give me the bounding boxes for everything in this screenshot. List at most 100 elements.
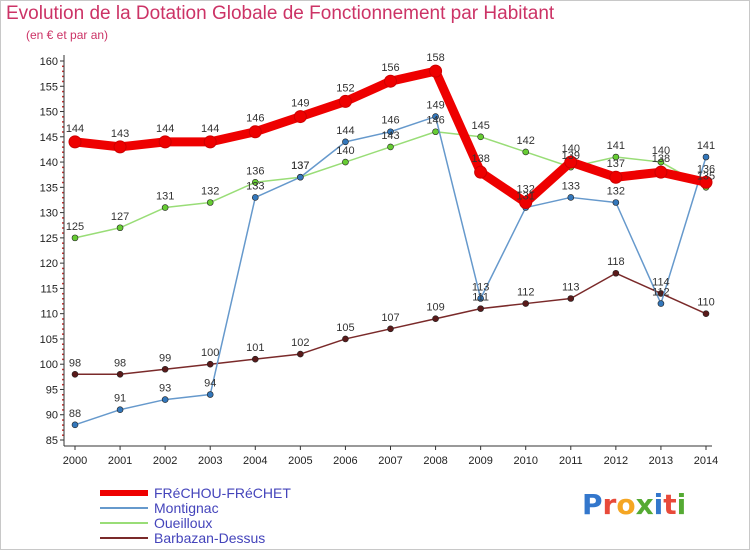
data-label-oueilloux: 137 [291,160,309,172]
x-tick-label: 2003 [198,455,222,467]
data-label-barbazan-dessus: 107 [381,312,399,324]
y-tick-label: 125 [40,233,58,245]
data-label-fr-chou-fr-chet: 137 [607,158,625,170]
y-minor-tick [62,303,64,305]
y-minor-tick [62,176,64,179]
y-minor-tick [62,434,64,436]
y-minor-tick [62,394,64,396]
y-minor-tick [62,121,64,123]
data-label-montignac: 112 [652,287,670,299]
data-label-oueilloux: 140 [336,145,354,157]
data-point-barbazan-dessus [116,371,124,378]
data-point-montignac [567,194,575,201]
data-point-montignac [251,194,259,201]
data-label-oueilloux: 146 [426,115,444,127]
legend-label: FRéCHOU-FRéCHET [154,485,291,501]
y-minor-tick [62,277,64,280]
y-minor-tick [62,424,64,426]
data-point-oueilloux [522,148,530,156]
data-point-fr-chou-fr-chet [609,170,623,184]
data-point-fr-chou-fr-chet [158,135,172,149]
y-minor-tick [62,404,64,406]
y-minor-tick [62,227,64,229]
y-minor-tick [62,318,64,320]
y-minor-tick [62,247,64,249]
x-tick-label: 2005 [288,455,312,467]
x-tick-label: 2000 [63,455,87,467]
data-label-montignac: 94 [204,378,216,390]
data-label-oueilloux: 139 [562,150,580,162]
data-label-barbazan-dessus: 98 [114,357,126,369]
data-point-barbazan-dessus [432,315,439,323]
data-point-montignac [477,295,484,302]
data-label-montignac: 141 [697,140,715,152]
data-label-oueilloux: 135 [697,170,715,182]
data-label-montignac: 133 [246,180,264,192]
data-point-fr-chou-fr-chet [474,165,488,179]
y-minor-tick [62,65,64,68]
y-minor-tick [62,409,64,411]
data-label-barbazan-dessus: 101 [246,342,264,354]
data-label-fr-chou-fr-chet: 138 [471,153,489,165]
data-point-montignac [387,128,394,136]
y-minor-tick [62,308,64,310]
data-label-fr-chou-fr-chet: 132 [517,183,535,195]
data-label-oueilloux: 140 [652,145,670,157]
data-label-fr-chou-fr-chet: 149 [291,98,309,110]
data-label-barbazan-dessus: 114 [652,276,670,288]
y-tick-label: 140 [40,157,58,169]
legend-swatch [100,507,148,509]
data-point-oueilloux [387,143,394,151]
y-minor-tick [62,333,64,335]
data-point-oueilloux [657,158,665,166]
y-minor-tick [62,95,64,98]
y-minor-tick [62,373,64,376]
legend-label: Montignac [154,500,219,516]
x-tick-label: 2010 [513,455,537,467]
data-label-montignac: 131 [517,191,535,203]
x-tick-label: 2006 [333,455,357,467]
proxiti-logo: Proxiti [582,488,686,521]
y-tick-label: 100 [40,359,58,371]
data-label-oueilloux: 125 [66,221,84,233]
y-minor-tick [62,257,64,260]
y-minor-tick [62,419,64,421]
logo-letter: o [616,488,636,521]
data-label-barbazan-dessus: 111 [472,292,489,304]
y-minor-tick [62,100,64,103]
data-point-barbazan-dessus [161,365,169,373]
y-minor-tick [62,353,64,356]
data-label-montignac: 133 [562,180,580,192]
data-label-barbazan-dessus: 109 [426,302,444,314]
y-minor-tick [62,282,64,285]
data-label-barbazan-dessus: 113 [562,282,580,294]
data-point-montignac [702,153,710,161]
data-point-montignac [297,173,304,181]
data-point-oueilloux [116,224,124,232]
data-label-montignac: 137 [291,160,309,172]
data-label-fr-chou-fr-chet: 136 [697,163,715,175]
y-minor-tick [62,166,64,169]
y-minor-tick [62,222,64,224]
y-tick-label: 145 [40,132,58,144]
data-label-barbazan-dessus: 110 [697,297,715,309]
data-label-montignac: 113 [472,282,490,294]
x-tick-label: 2011 [559,455,583,467]
y-minor-tick [62,272,64,275]
data-point-fr-chou-fr-chet [519,195,533,209]
data-label-oueilloux: 145 [471,120,489,132]
y-minor-tick [62,141,64,143]
y-tick-label: 115 [40,283,58,295]
chart-subtitle: (en € et par an) [26,28,109,42]
data-label-montignac: 146 [381,115,399,127]
data-point-fr-chou-fr-chet [384,74,397,88]
legend-item-oueilloux: Oueilloux [100,516,360,531]
x-tick-label: 2014 [694,455,718,467]
data-label-oueilloux: 142 [517,135,535,147]
y-tick-label: 110 [40,309,58,321]
data-point-fr-chou-fr-chet [113,140,127,154]
y-tick-label: 155 [40,81,58,93]
y-tick-label: 120 [40,258,58,270]
y-minor-tick [62,298,64,300]
data-point-oueilloux [206,199,214,206]
